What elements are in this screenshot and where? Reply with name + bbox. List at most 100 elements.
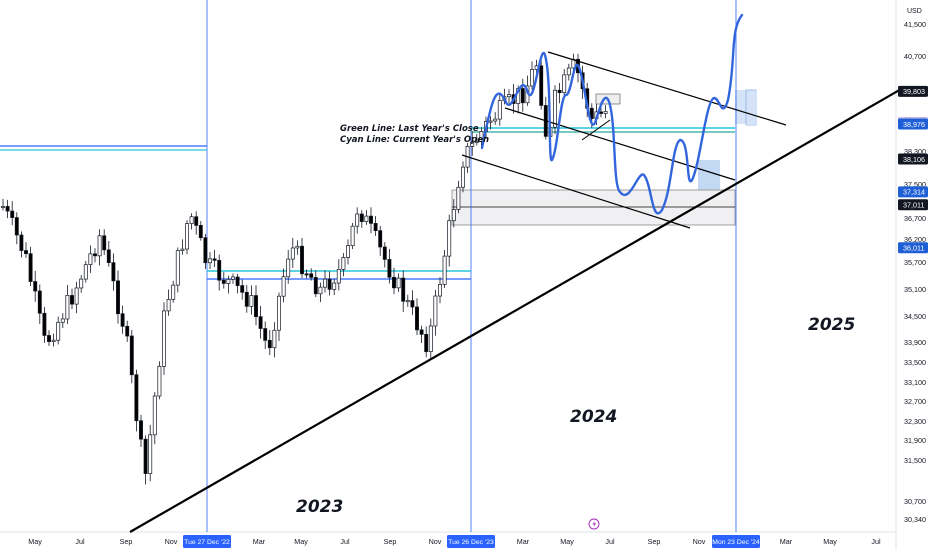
candle-53	[244, 285, 249, 313]
candle-88	[405, 294, 410, 307]
candle-body-131	[603, 111, 608, 114]
candle-63	[290, 237, 295, 268]
candle-108	[497, 93, 502, 126]
price-tick-label-16: 31,500	[904, 456, 926, 465]
candle-body-34	[157, 365, 162, 397]
candle-body-49	[226, 278, 231, 284]
candle-78	[359, 210, 364, 228]
time-tick-label-12: Sep	[648, 537, 661, 546]
candle-body-83	[382, 246, 387, 260]
candle-37	[171, 280, 176, 303]
candle-64	[295, 240, 300, 255]
candle-body-80	[369, 215, 373, 224]
candle-body-61	[281, 276, 286, 297]
candle-body-50	[231, 276, 235, 280]
candle-body-57	[263, 328, 268, 341]
candle-33	[152, 392, 157, 445]
price-badge-label-0: 39,803	[903, 87, 925, 96]
candle-body-6	[28, 253, 33, 282]
candle-27	[125, 320, 130, 342]
candle-body-122	[562, 74, 567, 94]
candle-123	[566, 63, 571, 81]
candle-body-102	[470, 141, 475, 147]
candle-4	[19, 231, 24, 258]
date-marker-1: Tue 26 Dec '23	[447, 535, 495, 548]
candle-56	[258, 305, 263, 339]
candle-62	[286, 249, 291, 284]
candle-body-1	[5, 206, 10, 212]
candle-66	[304, 269, 309, 279]
candle-99	[456, 180, 461, 214]
candle-22	[102, 229, 107, 255]
candle-42	[194, 211, 199, 235]
price-tick-label-6: 36,200	[904, 235, 926, 244]
candle-body-123	[566, 67, 571, 76]
candle-body-87	[401, 277, 406, 302]
price-badge-3: 38,106	[898, 153, 928, 165]
candle-body-104	[479, 131, 484, 142]
candle-1	[5, 199, 10, 219]
candle-82	[378, 225, 383, 256]
candle-body-18	[83, 264, 88, 280]
candle-body-52	[240, 285, 245, 293]
candle-body-103	[474, 141, 479, 143]
candle-15	[70, 288, 74, 310]
candle-body-65	[300, 245, 304, 275]
candle-55	[254, 285, 258, 326]
candle-body-60	[277, 295, 281, 331]
date-marker-label-1: Tue 26 Dec '23	[448, 539, 494, 546]
candle-body-0	[1, 206, 5, 208]
candle-16	[74, 281, 79, 314]
candle-body-56	[258, 316, 263, 329]
candle-body-51	[235, 276, 240, 286]
candle-84	[387, 248, 392, 284]
candle-21	[97, 229, 102, 266]
candle-body-12	[56, 321, 61, 341]
candle-91	[419, 325, 424, 344]
price-axis[interactable]: USD 41,50040,70039,10038,30037,50036,700…	[898, 8, 928, 524]
candle-body-86	[396, 277, 401, 289]
candle-52	[240, 279, 245, 300]
price-badge-bg-3	[898, 153, 928, 165]
candle-body-20	[93, 253, 97, 257]
candle-49	[226, 275, 231, 294]
candle-17	[79, 275, 84, 293]
candle-body-66	[304, 273, 309, 276]
candle-121	[557, 83, 562, 104]
candle-122	[562, 69, 567, 97]
price-badge-label-6: 36,011	[903, 243, 924, 252]
candle-87	[401, 270, 406, 313]
candle-98	[451, 199, 456, 228]
candle-body-47	[217, 260, 222, 281]
time-tick-label-1: Jul	[75, 537, 85, 546]
candle-body-44	[203, 237, 208, 264]
cross-mark-line	[581, 119, 611, 141]
time-tick-label-4: Mar	[253, 537, 266, 546]
candle-47	[217, 254, 222, 291]
candle-97	[447, 214, 452, 267]
candle-body-23	[106, 249, 111, 263]
candle-body-75	[346, 245, 350, 258]
annotation-layer: Green Line: Last Year's Close Cyan Line:…	[296, 124, 855, 517]
candle-body-78	[359, 213, 364, 222]
price-badge-6: 36,011	[898, 242, 928, 254]
candle-body-99	[456, 186, 461, 210]
candle-body-77	[355, 213, 360, 227]
candle-86	[396, 273, 401, 292]
candle-body-110	[507, 94, 511, 98]
date-marker-label-2: Mon 23 Dec '24	[712, 539, 760, 546]
candle-body-107	[493, 118, 498, 122]
candle-body-69	[318, 286, 323, 295]
candle-body-85	[392, 276, 396, 289]
candle-14	[65, 285, 70, 324]
candle-body-42	[194, 216, 199, 226]
candle-131	[603, 105, 608, 119]
candle-body-121	[557, 89, 562, 94]
candle-body-106	[488, 120, 493, 123]
time-axis[interactable]: May Jul Sep Nov Mar May Jul Sep Nov Mar May Jul Sep N…	[28, 518, 881, 548]
candle-body-46	[212, 258, 217, 261]
candle-body-68	[313, 277, 318, 295]
candle-110	[507, 89, 511, 104]
